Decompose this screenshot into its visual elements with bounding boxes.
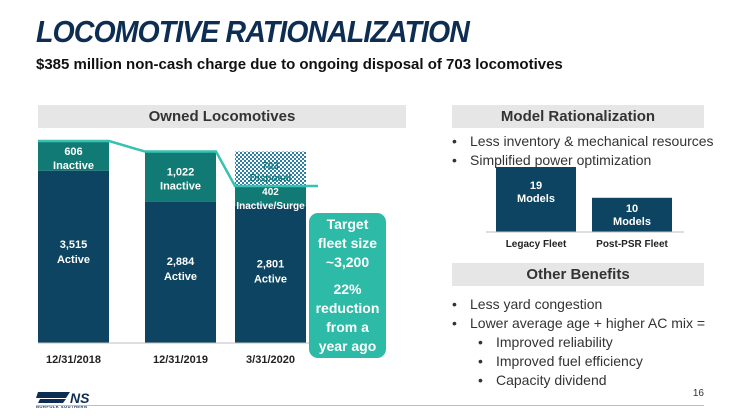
bar-inactive: [38, 141, 109, 171]
bar-disposal: [235, 151, 306, 186]
bar-disposal-label: 703 Disposal: [250, 161, 292, 184]
norfolk-southern-logo-icon: NS: [36, 390, 90, 406]
callout-target-text: Target fleet size ~3,200: [317, 216, 378, 270]
bar-inactive: [235, 185, 306, 206]
trend-connector-line: [38, 139, 318, 188]
bar-active: [38, 170, 109, 343]
callout-reduction-text: 22% reduction from a year ago: [315, 281, 380, 354]
bar-inactive-label: 606 Inactive: [53, 146, 94, 172]
x-axis-tick-label: 12/31/2019: [153, 354, 208, 366]
model-x-tick-label: Post-PSR Fleet: [596, 239, 668, 250]
owned-locomotives-header: Owned Locomotives: [38, 105, 406, 128]
other-benefits-header: Other Benefits: [452, 263, 704, 286]
owned-locomotives-chart: 3,515 Active 606 Inactive 12/31/2018 2,884 Act…: [38, 139, 318, 366]
model-bar-label: 19 Models: [517, 180, 555, 205]
model-x-tick-label: Legacy Fleet: [506, 239, 567, 250]
bar-inactive-label: 402 Inactive/Surge: [236, 187, 305, 212]
benefit-bullet: Lower average age + higher AC mix =: [452, 314, 705, 333]
logo-wordmark: NORFOLK SOUTHERN: [36, 404, 88, 409]
bar-active-label: 2,884 Active: [164, 256, 197, 283]
benefit-sub-bullet: Improved fuel efficiency: [452, 352, 705, 371]
model-rationalization-header: Model Rationalization: [452, 105, 704, 128]
benefit-bullet: Less yard congestion: [452, 295, 705, 314]
page-title: LOCOMOTIVE RATIONALIZATION: [36, 14, 470, 49]
bar-inactive: [145, 151, 216, 202]
bar-active: [145, 201, 216, 343]
benefit-sub-bullet: Improved reliability: [452, 333, 705, 352]
x-axis-tick-label: 12/31/2018: [46, 354, 101, 366]
bar-inactive-label: 1,022 Inactive: [160, 167, 201, 193]
svg-text:NS: NS: [70, 390, 90, 406]
bar-active-label: 2,801 Active: [254, 258, 287, 285]
footer-divider: [36, 405, 704, 406]
model-bar: [496, 167, 576, 232]
target-callout: Target fleet size ~3,200 22% reduction f…: [309, 213, 386, 358]
model-bullet: Simplified power optimization: [452, 151, 714, 170]
x-axis-tick-label: 3/31/2020: [246, 354, 295, 366]
model-rationalization-chart: 19 Models Legacy Fleet 10 Models Post-PSR Fle…: [486, 167, 684, 250]
bar-active-label: 3,515 Active: [57, 239, 90, 266]
model-bar: [592, 197, 672, 232]
model-bar-label: 10 Models: [613, 203, 651, 228]
bar-active: [235, 205, 306, 343]
benefit-sub-bullet: Capacity dividend: [452, 371, 705, 390]
page-subtitle: $385 million non-cash charge due to ongo…: [36, 56, 563, 73]
page-number: 16: [692, 388, 704, 399]
model-bullets: Less inventory & mechanical resources Si…: [452, 132, 714, 170]
benefit-bullets: Less yard congestion Lower average age +…: [452, 295, 705, 390]
model-bullet: Less inventory & mechanical resources: [452, 132, 714, 151]
